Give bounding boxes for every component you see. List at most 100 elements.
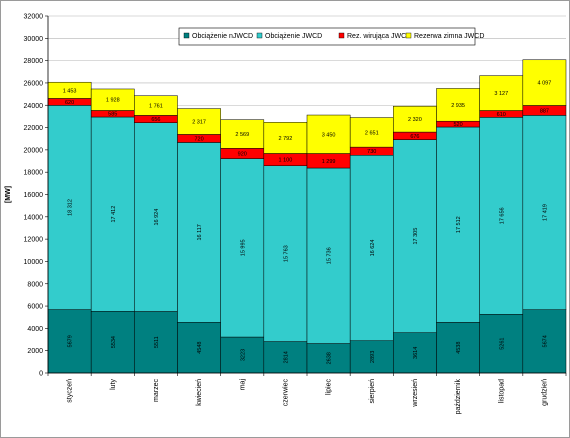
data-label: 16 117: [197, 224, 203, 240]
data-label: 17 419: [542, 204, 548, 221]
legend-label: Obciążenie nJWCD: [192, 33, 253, 40]
bar-segment: [90, 116, 135, 312]
data-label: 4548: [197, 342, 203, 354]
data-label: 5261: [499, 338, 505, 350]
bar-segment: [479, 117, 524, 315]
data-label: 2814: [283, 351, 289, 363]
y-tick-label: 32000: [24, 14, 44, 21]
y-tick-label: 10000: [24, 259, 44, 266]
bar-segment: [479, 314, 524, 374]
data-label: 2 317: [192, 119, 206, 125]
data-label: 2 569: [235, 132, 249, 138]
data-label: 620: [65, 100, 74, 106]
legend-label: Obciążenie JWCD: [265, 33, 322, 40]
data-label: 2 320: [408, 117, 422, 123]
bar-segment: [263, 341, 308, 374]
data-label: 1 453: [63, 88, 77, 94]
x-tick-label: sierpień: [369, 379, 376, 404]
bar-segment: [522, 59, 567, 106]
legend-box: [178, 27, 476, 46]
data-label: 3 127: [494, 91, 508, 97]
bar-segment: [349, 155, 394, 341]
data-label: 5679: [68, 335, 74, 347]
data-label: 15 763: [283, 245, 289, 262]
data-label: 2 792: [279, 136, 293, 142]
data-label: 610: [497, 112, 506, 118]
data-label: 2 935: [451, 103, 465, 109]
bar-segment: [306, 114, 351, 154]
y-tick-label: 12000: [24, 237, 44, 244]
x-tick-label: grudzień: [541, 379, 548, 406]
x-tick-label: czerwiec: [282, 379, 289, 407]
data-label: 17 305: [413, 228, 419, 245]
y-tick-label: 2000: [27, 348, 43, 355]
data-label: 17 412: [111, 206, 117, 223]
bar-segment: [134, 311, 178, 374]
y-tick-label: 30000: [24, 36, 44, 43]
data-label: 17 512: [456, 216, 462, 233]
data-label: 2 651: [365, 130, 379, 136]
data-label: 3614: [413, 347, 419, 359]
legend-label: Rezerwa zimna JWCD: [414, 33, 484, 40]
bar-segment: [177, 142, 221, 323]
legend-swatch: [338, 32, 345, 39]
bar-segment: [220, 119, 265, 149]
y-tick-label: 22000: [24, 125, 44, 132]
data-label: 5534: [111, 336, 117, 348]
y-tick-label: 20000: [24, 147, 44, 154]
bar-segment: [436, 322, 480, 374]
data-label: 1 100: [279, 158, 293, 164]
data-label: 1 928: [106, 98, 120, 104]
data-label: 887: [540, 108, 549, 114]
y-tick-label: 6000: [27, 304, 43, 311]
y-tick-label: 18000: [24, 170, 44, 177]
y-tick-label: 0: [39, 371, 43, 378]
x-tick-label: luty: [110, 379, 117, 390]
bar-segment: [134, 122, 178, 312]
bar-segment: [177, 322, 221, 374]
y-tick-label: 26000: [24, 80, 44, 87]
data-label: 4 097: [538, 81, 552, 87]
data-label: 920: [238, 151, 247, 157]
data-label: 18 312: [68, 199, 74, 216]
x-tick-label: lipiec: [326, 379, 333, 395]
y-tick-label: 16000: [24, 192, 44, 199]
y-tick-label: 14000: [24, 214, 44, 221]
y-tick-label: 24000: [24, 103, 44, 110]
data-label: 16 924: [154, 209, 160, 226]
data-label: 2893: [370, 351, 376, 363]
bar-segment: [177, 108, 221, 135]
data-label: 5674: [542, 335, 548, 347]
data-label: 1 761: [149, 104, 163, 110]
x-tick-label: marzec: [153, 379, 160, 402]
bar-segment: [349, 340, 394, 374]
bar-segment: [522, 309, 567, 374]
data-label: 15 995: [240, 239, 246, 256]
data-label: 1 299: [322, 159, 336, 165]
data-label: 5511: [154, 336, 160, 348]
data-label: 3223: [240, 349, 246, 361]
x-tick-label: wrzesień: [412, 379, 419, 408]
data-label: 4538: [456, 342, 462, 354]
data-label: 730: [367, 149, 376, 155]
x-tick-label: kwiecień: [196, 379, 203, 406]
bar-segment: [522, 115, 567, 310]
bar-segment: [436, 126, 480, 323]
bar-segment: [220, 158, 265, 338]
bar-segment: [479, 75, 524, 111]
legend-swatch: [256, 32, 263, 39]
y-tick-label: 4000: [27, 326, 43, 333]
data-label: 676: [410, 134, 419, 140]
x-tick-label: listopad: [498, 379, 505, 403]
bar-segment: [349, 117, 394, 148]
data-label: 15 736: [327, 247, 333, 264]
bar-segment: [393, 139, 437, 333]
data-label: 585: [108, 112, 117, 118]
bar-segment: [134, 95, 178, 116]
bar-segment: [220, 336, 265, 374]
legend-swatch: [183, 32, 190, 39]
y-axis-title: [MW]: [5, 186, 12, 203]
y-tick-label: 28000: [24, 58, 44, 65]
x-tick-label: maj: [239, 379, 246, 391]
